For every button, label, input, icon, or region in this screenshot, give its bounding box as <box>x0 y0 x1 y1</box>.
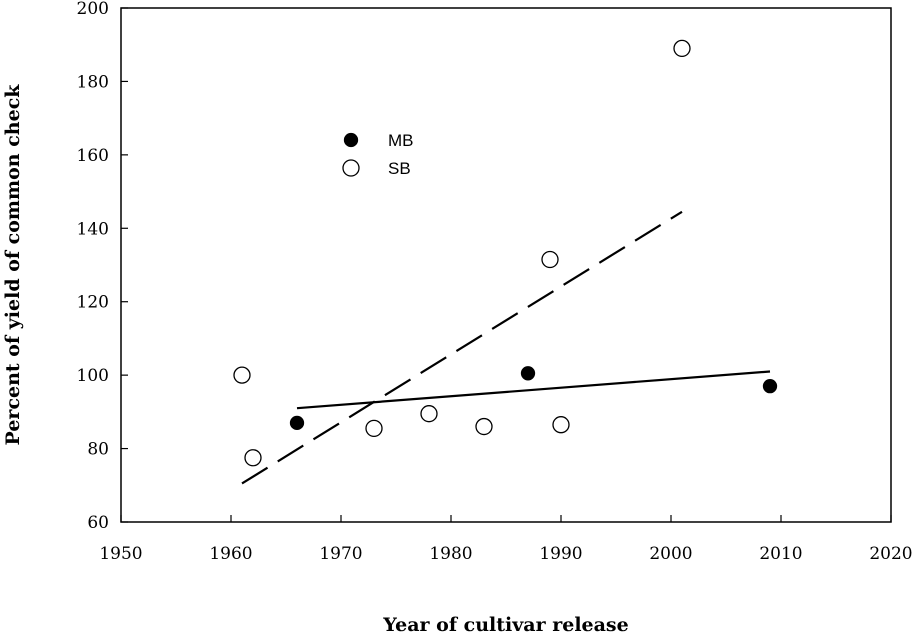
y-tick-label: 80 <box>87 440 109 460</box>
data-point-sb <box>552 416 570 434</box>
legend-marker-mb <box>343 132 359 148</box>
y-tick-label: 200 <box>77 0 109 19</box>
y-tick-label: 100 <box>77 366 109 386</box>
legend-label-sb: SB <box>388 159 411 178</box>
data-point-sb <box>365 419 383 438</box>
x-tick-label: 2020 <box>869 544 912 564</box>
legend: MB SB <box>342 131 414 178</box>
trendline-mb <box>296 370 771 410</box>
y-tick-label: 60 <box>87 513 109 533</box>
plot-frame <box>120 7 892 523</box>
y-axis-ticks: 60 80 100 120 140 160 180 200 <box>77 0 128 533</box>
y-axis-title: Percent of yield of common check <box>2 84 24 446</box>
data-point-sb <box>233 366 251 384</box>
x-tick-label: 2010 <box>759 544 802 564</box>
x-tick-label: 1970 <box>319 544 362 564</box>
x-axis-ticks: 1950 1960 1970 1980 1990 2000 2010 2020 <box>99 515 913 564</box>
legend-label-mb: MB <box>388 131 414 150</box>
data-points <box>233 39 778 467</box>
data-point-sb <box>420 405 438 423</box>
data-point-sb <box>673 39 691 58</box>
x-tick-label: 1980 <box>429 544 472 564</box>
x-tick-label: 1990 <box>539 544 582 564</box>
y-tick-label: 120 <box>77 293 109 313</box>
trendline-sb <box>241 210 683 485</box>
y-tick-label: 140 <box>77 219 109 239</box>
data-point-sb <box>541 250 559 269</box>
data-point-mb <box>289 415 305 431</box>
x-axis-title: Year of cultivar release <box>382 614 628 632</box>
data-point-sb <box>475 417 493 436</box>
data-point-mb <box>762 379 778 394</box>
legend-marker-sb <box>342 159 360 177</box>
trendlines <box>241 210 771 485</box>
y-tick-label: 180 <box>77 72 109 92</box>
x-tick-label: 1960 <box>209 544 252 564</box>
y-tick-label: 160 <box>77 146 109 166</box>
x-tick-label: 1950 <box>99 544 142 564</box>
data-point-sb <box>244 449 262 467</box>
x-tick-label: 2000 <box>649 544 692 564</box>
data-point-mb <box>520 366 536 381</box>
